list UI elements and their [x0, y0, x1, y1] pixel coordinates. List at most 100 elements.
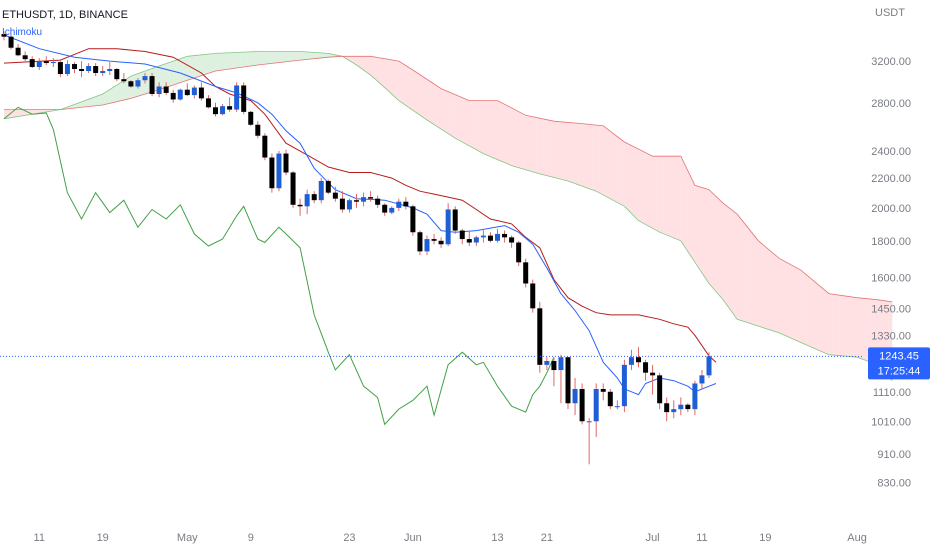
candle-body: [177, 89, 183, 100]
candle-body: [205, 98, 211, 108]
cloud-segment: [145, 69, 149, 95]
candle-body: [614, 406, 620, 408]
cloud-segment: [490, 100, 494, 159]
cloud-segment: [190, 55, 195, 80]
cloud-segment: [215, 53, 220, 72]
time-tick-label: 19: [759, 532, 771, 544]
cloud-segment: [663, 156, 667, 236]
candle-body: [170, 92, 176, 100]
cloud-segment: [208, 53, 212, 74]
leading-span-a: [3, 51, 893, 381]
candle-body: [50, 62, 56, 64]
cloud-segment: [261, 51, 265, 65]
cloud-segment: [264, 51, 269, 65]
candle-body: [685, 404, 691, 410]
cloud-segment: [835, 294, 840, 356]
cloud-segment: [370, 56, 375, 79]
cloud-segment: [307, 51, 311, 60]
candle-body: [706, 356, 712, 376]
cloud-segment: [814, 281, 819, 351]
cloud-segment: [458, 96, 463, 143]
candle-body: [22, 55, 28, 60]
time-tick-label: 11: [34, 532, 45, 544]
candle-body: [375, 198, 381, 205]
cloud-segment: [345, 56, 350, 61]
candle-body: [572, 388, 578, 404]
cloud-segment: [395, 60, 399, 101]
cloud-segment: [197, 54, 202, 77]
candle-body: [692, 383, 698, 410]
cloud-segment: [860, 298, 865, 360]
price-tick-label: 1010.00: [871, 416, 911, 428]
cloud-segment: [176, 58, 181, 84]
price-axis[interactable]: 3200.00 2800.00 2400.00 2200.00 2000.00 1800.…: [871, 56, 911, 489]
cloud-segment: [271, 51, 276, 64]
candle-body: [72, 64, 77, 70]
cloud-segment: [434, 83, 438, 127]
cloud-segment: [793, 266, 798, 341]
cloud-segment: [712, 193, 717, 292]
candle-body: [15, 47, 21, 56]
candle-body: [410, 206, 416, 233]
cloud-segment: [758, 240, 762, 328]
candle-body: [487, 235, 493, 241]
time-tick-label: 9: [248, 532, 254, 544]
candle-body: [523, 262, 529, 284]
cloud-segment: [744, 223, 748, 323]
cloud-segment: [278, 51, 283, 63]
cloud-segment: [532, 116, 537, 173]
candle-body: [452, 209, 458, 231]
candle-body: [403, 201, 409, 207]
cloud-segment: [821, 287, 826, 354]
candle-body: [368, 197, 374, 199]
candle-body: [135, 80, 141, 87]
candle-body: [332, 192, 338, 199]
cloud-segment: [405, 65, 410, 108]
cloud-segment: [783, 260, 787, 337]
cloud-segment: [162, 63, 167, 89]
cloud-segment: [293, 51, 297, 61]
cloud-segment: [797, 268, 801, 343]
cloud-segment: [518, 111, 523, 169]
candle-body: [213, 107, 218, 115]
last-price-tag-bg: [868, 347, 930, 380]
cloud-segment: [430, 81, 435, 125]
candle-body: [579, 388, 585, 422]
candle-body: [621, 364, 627, 407]
cloud-segment: [455, 94, 459, 141]
cloud-segment: [423, 76, 427, 120]
cloud-segment: [790, 264, 794, 340]
cloud-segment: [730, 208, 734, 315]
cloud-segment: [670, 156, 674, 238]
cloud-segment: [233, 52, 237, 69]
candle-body: [516, 242, 522, 263]
candle-body: [283, 153, 289, 173]
candle-body: [551, 360, 557, 371]
cloud-segment: [109, 87, 114, 104]
cloud-segment: [95, 95, 100, 106]
cloud-segment: [180, 57, 184, 83]
cloud-segment: [631, 145, 635, 218]
candle-body: [311, 194, 317, 201]
cloud-segment: [596, 125, 600, 194]
last-price-tag: 1243.45 17:25:44: [868, 347, 930, 380]
cloud-segment: [11, 109, 15, 118]
cloud-segment: [229, 52, 234, 70]
cloud-segment: [35, 109, 40, 114]
cloud-segment: [666, 156, 671, 237]
cloud-segment: [155, 66, 160, 91]
cloud-segment: [275, 51, 279, 63]
cloud-segment: [465, 99, 470, 146]
time-axis[interactable]: 11 19 May 9 23 Jun 13 21 Jul 11 19 Aug: [34, 532, 867, 544]
time-tick-label: 11: [696, 532, 707, 544]
cloud-segment: [21, 109, 26, 116]
cloud-segment: [497, 100, 502, 162]
price-tick-label: 910.00: [877, 449, 911, 461]
cloud-segment: [779, 258, 784, 335]
candle-body: [290, 172, 296, 205]
cloud-segment: [476, 100, 480, 152]
cloud-segment: [194, 55, 198, 78]
candle-body: [29, 59, 35, 68]
cloud-segment: [617, 136, 621, 205]
